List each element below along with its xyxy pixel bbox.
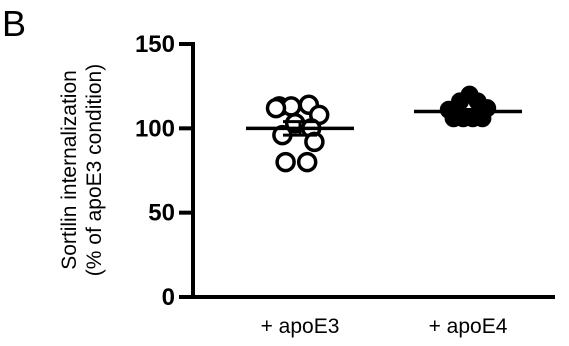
mean-sem-bars (246, 107, 522, 137)
x-tick-label: + apoE4 (429, 315, 508, 338)
y-tick-label: 100 (135, 115, 175, 142)
apoe3-data-point (275, 151, 296, 173)
panel-label: B (2, 3, 26, 44)
x-tick-labels: + apoE3 + apoE4 (261, 315, 508, 338)
y-tick-label: 0 (162, 284, 175, 311)
apoe3-data-point (296, 151, 318, 173)
y-axis-title-line-1: Sortilin internalization (58, 70, 81, 270)
apoe3-data-point (304, 131, 325, 153)
y-axis-title: Sortilin internalization (% of apoE3 con… (58, 64, 106, 276)
y-axis-title-line-2: (% of apoE3 condition) (83, 64, 106, 276)
y-ticks: 0 50 100 150 (135, 31, 193, 311)
axes (191, 42, 555, 299)
x-tick-label: + apoE3 (261, 315, 340, 338)
y-tick-label: 150 (135, 31, 175, 58)
data-points (265, 85, 497, 173)
apoe3-data-point (265, 97, 287, 119)
y-tick-label: 50 (148, 200, 175, 227)
